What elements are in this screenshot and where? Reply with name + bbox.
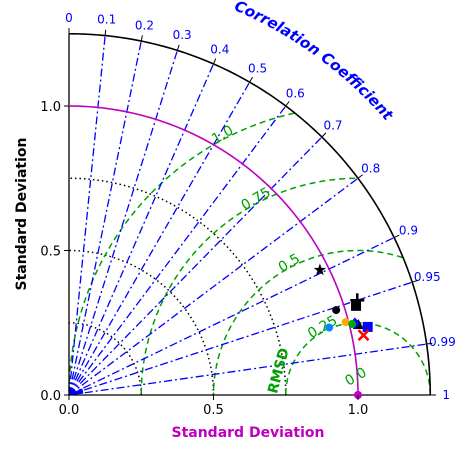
x-axis-label: Standard Deviation <box>171 425 324 441</box>
corr-tick-label: 0.95 <box>414 270 441 284</box>
corr-tick-mark <box>140 35 143 42</box>
rmsd-contour <box>140 177 356 396</box>
corr-tick-label: 0.4 <box>210 42 229 56</box>
corr-tick-mark <box>426 342 433 345</box>
point-circle <box>332 306 341 315</box>
x-tick-label: 0.5 <box>203 403 224 418</box>
point-star <box>313 263 327 276</box>
y-axis-label: Standard Deviation <box>14 137 30 290</box>
rmsd-contour <box>212 249 403 396</box>
point-circle <box>325 323 334 332</box>
corr-line <box>68 63 215 396</box>
corr-line <box>68 50 178 396</box>
corr-tick-label: 0.1 <box>97 13 116 27</box>
std-arc <box>68 249 215 396</box>
correlation-radial-lines <box>68 35 427 396</box>
point-square <box>351 300 362 311</box>
point-circle <box>341 318 350 327</box>
y-tick-label: 1.0 <box>40 100 61 115</box>
x-tick-label: 0.0 <box>59 403 80 418</box>
reference-std-arc <box>68 105 359 396</box>
corr-line <box>68 81 251 396</box>
std-dotted-arcs <box>68 177 287 396</box>
corr-tick-label: 0.2 <box>135 18 154 32</box>
corr-tick-label: 0.3 <box>173 28 192 42</box>
corr-line <box>68 40 142 396</box>
point-x <box>357 329 370 342</box>
point-circle <box>348 320 357 329</box>
corr-tick-mark <box>285 101 290 107</box>
rmsd-contours <box>68 112 431 396</box>
corr-tick-mark <box>176 44 180 51</box>
corr-tick-label: 0.7 <box>323 119 342 133</box>
corr-line <box>68 136 323 396</box>
corr-tick-mark <box>104 29 107 36</box>
corr-tick-label: 0.9 <box>399 224 418 238</box>
corr-line <box>68 105 287 396</box>
corr-tick-label: 0.5 <box>248 61 267 75</box>
rmsd-label: 0.5 <box>276 251 303 276</box>
correlation-tick-labels: 0 0.1 0.2 0.3 0.4 0.5 0.6 0.7 0.8 0.9 0.95 0.99 1 <box>65 11 456 402</box>
corr-line <box>68 343 427 396</box>
y-tick-label: 0.5 <box>40 245 61 260</box>
corr-line <box>68 236 395 396</box>
corr-tick-label: 0.99 <box>429 335 456 349</box>
x-tick-label: 1.0 <box>348 403 369 418</box>
corr-tick-mark <box>213 58 217 65</box>
rmsd-label: 0.0 <box>342 365 369 390</box>
corr-line <box>68 177 359 396</box>
rmsd-label: 0.75 <box>239 185 274 214</box>
plot-frame <box>68 32 432 396</box>
std-arc <box>68 322 142 396</box>
std-arc <box>68 177 287 396</box>
rmsd-title: RMSD <box>265 346 292 395</box>
corr-line <box>68 35 106 396</box>
y-tick-label: 0.0 <box>40 389 61 404</box>
corr-tick-label: 0.6 <box>286 86 305 100</box>
corr-tick-mark <box>412 279 418 283</box>
outer-arc <box>68 32 432 396</box>
corr-tick-mark <box>321 132 327 138</box>
corr-tick-mark <box>357 174 363 179</box>
rmsd-contour <box>68 112 295 396</box>
corr-tick-label: 0.8 <box>361 162 380 176</box>
reference-arc <box>68 105 362 399</box>
point-square <box>362 321 373 332</box>
corr-line <box>68 281 413 396</box>
rmsd-label: 0.25 <box>305 313 340 342</box>
corr-tick-label: 1 <box>442 388 450 402</box>
data-points <box>313 263 373 342</box>
corr-tick-label: 0 <box>65 11 73 25</box>
std-ticks: 0.00.00.50.51.01.0 <box>40 100 368 418</box>
corr-tick-mark <box>249 76 253 83</box>
corr-tick-mark <box>393 234 400 238</box>
